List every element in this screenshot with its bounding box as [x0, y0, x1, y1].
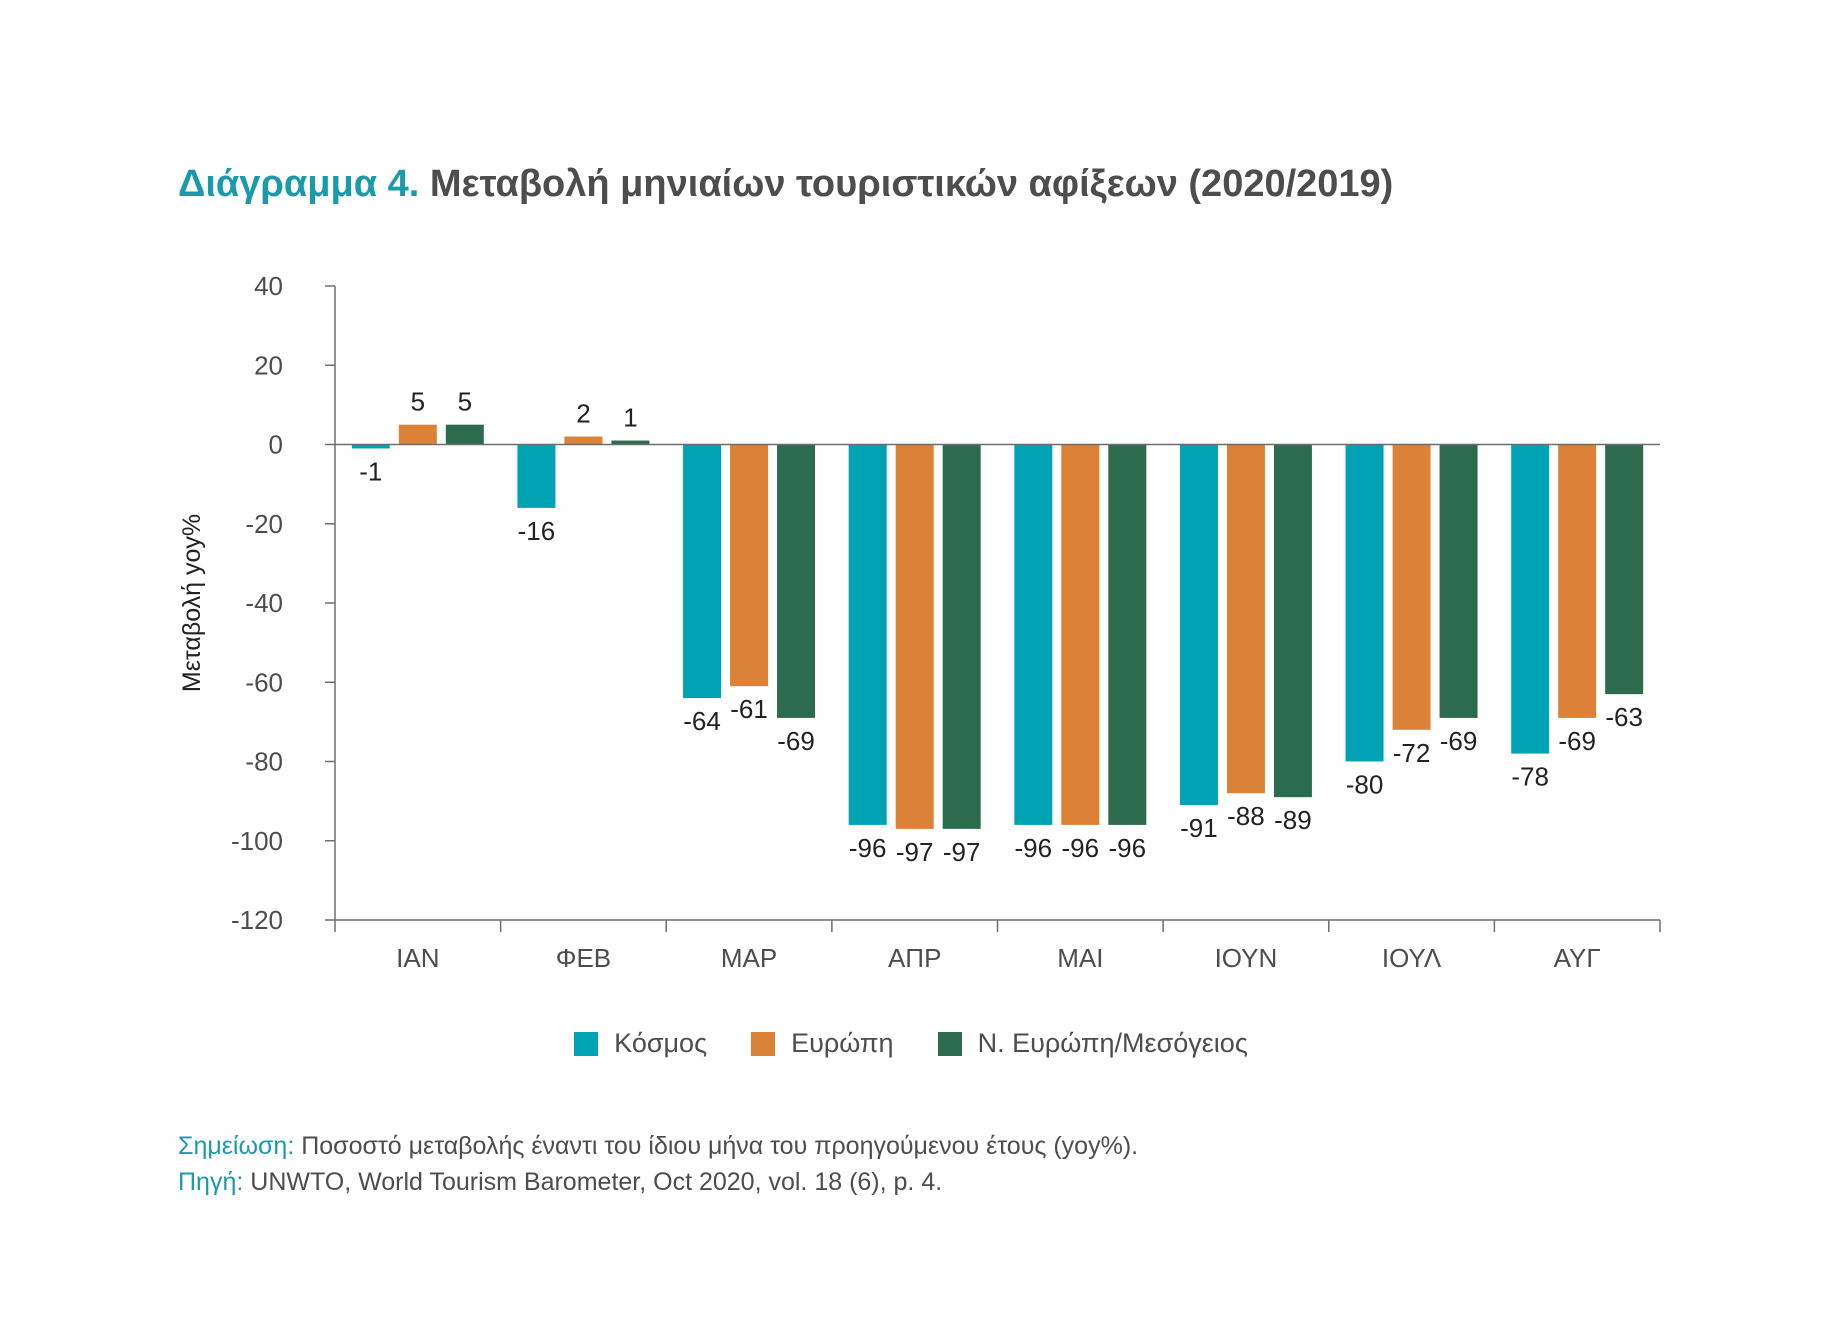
note-line: Σημείωση: Ποσοστό μεταβολής έναντι του ί…: [178, 1128, 1138, 1164]
bar-data-label: -16: [518, 516, 556, 546]
bar: [1226, 444, 1265, 794]
x-tick-label: ΙΟΥΛ: [1382, 943, 1442, 973]
bar: [1108, 444, 1147, 825]
y-tick-label: -100: [231, 826, 283, 856]
y-tick-label: -20: [245, 509, 283, 539]
y-tick-label: -60: [245, 667, 283, 697]
bar-data-label: -72: [1393, 738, 1431, 768]
bar: [351, 444, 390, 449]
x-tick-label: ΙΑΝ: [396, 943, 439, 973]
bar: [1558, 444, 1597, 718]
y-axis-label: Μεταβολή yoy%: [178, 514, 206, 692]
bar-data-label: -97: [943, 837, 981, 867]
chart-title-text: Μεταβολή μηνιαίων τουριστικών αφίξεων (2…: [429, 163, 1394, 205]
bar: [777, 444, 816, 718]
legend-swatch: [574, 1031, 599, 1056]
bar: [942, 444, 981, 829]
bar: [1179, 444, 1218, 806]
bar-chart: 40 20 0 -20 -40 -60 -80 -100 -120 Μεταβολή yoy% -1…: [178, 271, 1661, 973]
y-tick-label: 20: [254, 350, 283, 380]
legend-swatch: [937, 1031, 962, 1056]
bar-data-label: -1: [359, 456, 382, 486]
bar: [398, 424, 437, 445]
legend-item: Ν. Ευρώπη/Μεσόγειος: [937, 1028, 1248, 1059]
bar-data-label: -96: [1109, 833, 1147, 863]
x-tick-label: ΜΑΡ: [721, 943, 777, 973]
bar-data-label: -69: [777, 726, 815, 756]
chart-title: Διάγραμμα 4. Μεταβολή μηνιαίων τουριστικ…: [178, 163, 1393, 206]
note-label: Σημείωση:: [178, 1132, 295, 1160]
bar: [1392, 444, 1431, 730]
bar: [1439, 444, 1478, 718]
bar: [564, 436, 603, 445]
bar-data-label: 1: [623, 403, 637, 433]
bar: [683, 444, 722, 699]
legend-item: Κόσμος: [574, 1028, 707, 1059]
bar-data-label: -88: [1227, 801, 1265, 831]
bar: [1605, 444, 1644, 695]
x-tick-label: ΑΥΓ: [1554, 943, 1601, 973]
y-tick-label: 0: [269, 430, 283, 460]
x-tick-label: ΜΑΙ: [1057, 943, 1103, 973]
bar-data-label: -97: [896, 837, 934, 867]
bar: [848, 444, 887, 825]
legend-label: Ν. Ευρώπη/Μεσόγειος: [977, 1028, 1248, 1058]
bar-data-label: -91: [1180, 813, 1218, 843]
y-tick-label: -40: [245, 588, 283, 618]
source-line: Πηγή: UNWTO, World Tourism Barometer, Oc…: [178, 1164, 1138, 1200]
chart-legend: Κόσμος Ευρώπη Ν. Ευρώπη/Μεσόγειος: [0, 1028, 1822, 1059]
bar-data-label: -96: [1062, 833, 1100, 863]
chart-notes: Σημείωση: Ποσοστό μεταβολής έναντι του ί…: [178, 1128, 1138, 1200]
y-tick-label: 40: [254, 271, 283, 301]
bar: [1061, 444, 1100, 825]
bar-data-label: -61: [730, 694, 768, 724]
bar: [1014, 444, 1053, 825]
bar: [1511, 444, 1550, 754]
bar-data-label: -89: [1274, 805, 1312, 835]
y-tick-label: -80: [245, 747, 283, 777]
legend-label: Ευρώπη: [791, 1028, 894, 1058]
bar: [445, 424, 484, 445]
bar-data-label: -96: [1015, 833, 1053, 863]
bar: [730, 444, 769, 687]
bar-data-label: 2: [576, 399, 590, 429]
bar-data-label: -64: [683, 706, 721, 736]
bar-data-label: -63: [1605, 702, 1643, 732]
bar-data-label: -78: [1511, 762, 1549, 792]
bar: [895, 444, 934, 829]
bar: [1345, 444, 1384, 762]
legend-swatch: [751, 1031, 776, 1056]
y-tick-label: -120: [231, 905, 283, 935]
bar-data-label: -69: [1440, 726, 1478, 756]
bar: [1273, 444, 1312, 798]
bar-data-label: -69: [1558, 726, 1596, 756]
bar-data-label: -96: [849, 833, 887, 863]
source-label: Πηγή:: [178, 1168, 244, 1196]
bar-data-label: 5: [411, 387, 425, 417]
x-tick-label: ΙΟΥΝ: [1215, 943, 1278, 973]
chart-title-lead: Διάγραμμα 4.: [178, 163, 420, 205]
bar: [611, 440, 650, 445]
source-text: UNWTO, World Tourism Barometer, Oct 2020…: [243, 1168, 943, 1196]
bar-data-label: 5: [458, 387, 472, 417]
bar-data-label: -80: [1346, 770, 1384, 800]
bar: [517, 444, 556, 508]
legend-label: Κόσμος: [614, 1028, 708, 1058]
legend-item: Ευρώπη: [751, 1028, 894, 1059]
x-tick-label: ΦΕΒ: [556, 943, 611, 973]
note-text: Ποσοστό μεταβολής έναντι του ίδιου μήνα …: [294, 1132, 1139, 1160]
x-tick-label: ΑΠΡ: [888, 943, 941, 973]
